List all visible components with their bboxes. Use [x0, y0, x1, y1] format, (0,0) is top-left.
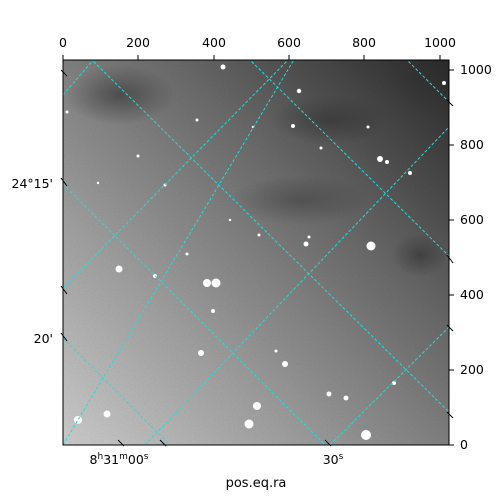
star [385, 160, 389, 164]
dec-tick-label: 24°15' [12, 176, 54, 191]
right-tick-label: 600 [460, 212, 484, 227]
axis-tick [60, 285, 68, 295]
right-tick-label: 800 [460, 137, 484, 152]
right-axis: 0 200 400 600 800 1000 [460, 62, 492, 452]
wcs-grid [63, 60, 449, 445]
star [103, 410, 111, 418]
sky-image [63, 60, 449, 445]
right-tick-label: 400 [460, 287, 484, 302]
star [408, 171, 412, 175]
star [220, 64, 226, 70]
axis-tick [60, 177, 68, 187]
star [307, 235, 311, 239]
axis-tick [60, 69, 68, 77]
plot-frame [62, 59, 450, 446]
star [257, 233, 261, 237]
star [366, 125, 370, 129]
star [198, 350, 204, 356]
star [253, 402, 261, 410]
star [185, 252, 189, 256]
star [361, 430, 371, 440]
top-tick-label: 400 [202, 35, 226, 50]
star [319, 146, 323, 150]
top-tick-label: 0 [59, 35, 67, 50]
ra-tick-label: 30s [323, 452, 344, 467]
star [203, 279, 211, 287]
star [65, 110, 69, 114]
axis-tick [446, 324, 454, 332]
axis-tick [60, 332, 68, 342]
star [291, 124, 295, 128]
star [136, 154, 140, 158]
axis-tick [446, 411, 454, 419]
star [377, 156, 383, 162]
right-tick-label: 0 [460, 437, 468, 452]
star [244, 419, 254, 429]
star [392, 381, 396, 385]
grid-line [406, 60, 449, 103]
star [343, 395, 349, 401]
grid-line [63, 60, 289, 289]
axis-tick [446, 99, 454, 107]
star [74, 416, 82, 424]
star [366, 241, 376, 251]
star [228, 218, 232, 222]
stars-layer [65, 64, 446, 440]
star [96, 181, 100, 185]
star [211, 278, 221, 288]
star [442, 81, 446, 85]
top-axis: 0 200 400 600 800 1000 [59, 35, 456, 50]
axis-tick [324, 439, 332, 447]
grid-line [91, 60, 449, 413]
star [296, 88, 302, 94]
star [303, 241, 309, 247]
grid-line [249, 60, 449, 257]
axis-tick [159, 439, 167, 447]
star [195, 118, 199, 122]
right-tick-label: 1000 [460, 62, 492, 77]
axis-tick [117, 439, 125, 447]
grid-line [63, 60, 94, 96]
star [326, 391, 332, 397]
top-tick-label: 1000 [424, 35, 456, 50]
grid-line [63, 183, 326, 445]
top-tick-label: 200 [126, 35, 150, 50]
top-tick-label: 800 [352, 35, 376, 50]
dec-tick-label: 20' [34, 331, 53, 346]
grid-line [63, 337, 171, 445]
grid-line [329, 326, 449, 445]
ra-tick-label: 8h31m00s [90, 452, 149, 467]
star [282, 361, 288, 367]
top-tick-label: 600 [277, 35, 301, 50]
grid-line [144, 126, 449, 445]
grid-line [63, 60, 295, 445]
star [211, 309, 215, 313]
star [115, 265, 123, 273]
right-tick-label: 200 [460, 362, 484, 377]
x-axis-label: pos.eq.ra [226, 476, 287, 491]
star [274, 349, 278, 353]
ra-axis: 8h31m00s 30s [90, 452, 344, 467]
dec-axis: 24°15' 20' [12, 176, 54, 346]
axis-tick [446, 254, 454, 264]
axis-ticks [60, 55, 454, 447]
